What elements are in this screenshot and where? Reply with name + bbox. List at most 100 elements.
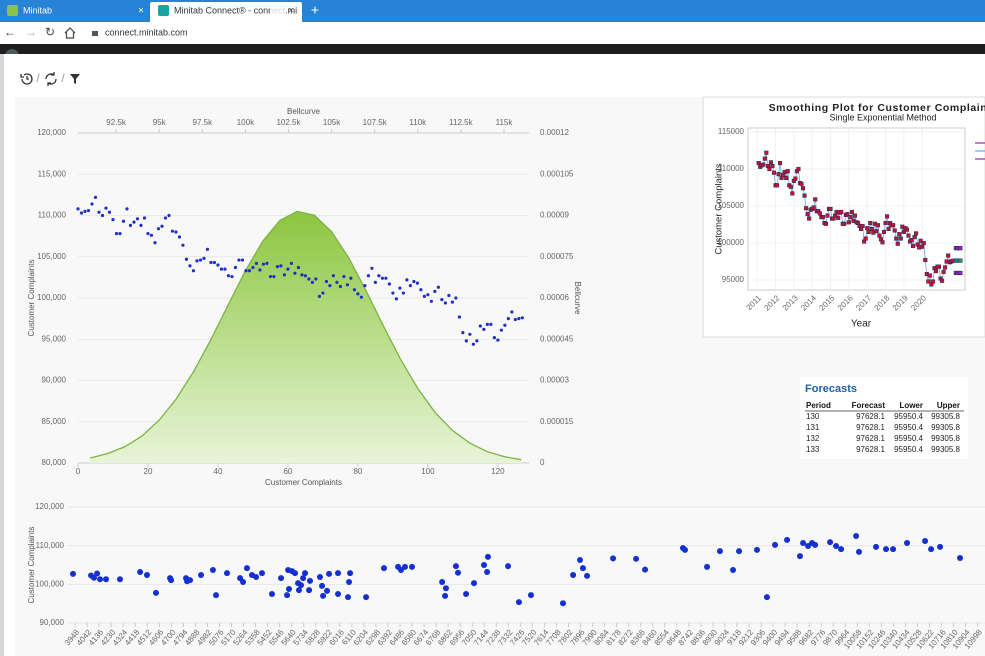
point <box>405 278 409 282</box>
new-tab[interactable]: + <box>311 2 319 18</box>
point <box>499 328 503 332</box>
point <box>335 591 342 597</box>
point <box>135 217 140 221</box>
point <box>237 258 241 262</box>
point <box>914 231 919 236</box>
point <box>342 274 346 279</box>
point <box>489 322 493 326</box>
point <box>517 317 521 321</box>
point <box>163 216 168 220</box>
chart-subtitle: Single Exponential Method <box>829 112 936 122</box>
tab-icon <box>158 5 169 16</box>
point <box>146 232 150 236</box>
point <box>883 546 890 553</box>
point <box>314 277 318 281</box>
point <box>243 565 250 572</box>
table-cell: 95950.4 <box>894 434 923 443</box>
point <box>771 170 777 175</box>
point <box>478 324 482 328</box>
point <box>682 546 689 553</box>
lock-icon <box>92 31 98 36</box>
y2-tick-label: 0.000045 <box>540 334 574 343</box>
point <box>447 293 451 298</box>
point <box>845 212 850 217</box>
point <box>836 215 841 220</box>
point <box>149 233 154 237</box>
point <box>897 232 902 237</box>
x-tick-label: 80 <box>353 467 362 476</box>
point <box>377 274 381 278</box>
history-icon[interactable] <box>20 73 33 85</box>
tab-title[interactable]: Minitab Connect® - connect.mi <box>174 5 297 15</box>
x-tick-label: 100 <box>421 467 435 476</box>
point <box>128 223 133 227</box>
refresh-icon[interactable] <box>45 72 57 86</box>
reload-button[interactable]: ↻ <box>45 25 55 39</box>
table-cell: 99305.8 <box>931 412 960 421</box>
point <box>349 276 353 280</box>
url[interactable]: connect.minitab.com <box>105 27 188 37</box>
point <box>633 555 640 562</box>
point <box>90 202 94 206</box>
forward-button[interactable]: → <box>25 25 37 39</box>
point <box>419 288 423 292</box>
point <box>886 226 891 231</box>
top-tick-label: 97.5k <box>193 118 214 127</box>
point <box>320 592 327 599</box>
home-button[interactable] <box>64 27 76 39</box>
point <box>790 191 795 196</box>
point <box>408 284 412 288</box>
point <box>272 274 276 279</box>
point <box>429 299 433 303</box>
point <box>895 241 900 246</box>
back-button[interactable]: ← <box>4 25 16 39</box>
tab-close[interactable]: × <box>288 6 294 17</box>
point <box>93 195 98 199</box>
point <box>918 238 923 243</box>
tab-title[interactable]: Minitab <box>23 5 52 15</box>
y2-tick-label: 0.00006 <box>540 293 569 302</box>
point <box>958 246 963 251</box>
point <box>827 539 834 546</box>
point <box>811 205 816 210</box>
forecast-panel <box>800 377 968 459</box>
point <box>800 539 807 546</box>
point <box>303 274 308 278</box>
point <box>116 576 123 583</box>
point <box>346 579 353 586</box>
point <box>142 216 147 220</box>
point <box>874 229 879 234</box>
table-cell: 95950.4 <box>894 423 923 432</box>
point <box>114 232 119 236</box>
point <box>863 236 868 241</box>
point <box>785 169 790 174</box>
chart-title: Smoothing Plot for Customer Complaint <box>769 102 985 114</box>
point <box>174 230 178 234</box>
y2-tick-label: 0.000075 <box>540 252 574 261</box>
point <box>373 280 378 284</box>
area-fill <box>90 211 522 463</box>
point <box>118 232 122 236</box>
filter-icon[interactable] <box>70 74 80 84</box>
x-tick-label: 40 <box>214 467 223 476</box>
point <box>716 548 723 555</box>
point <box>289 261 294 265</box>
active-tab[interactable] <box>150 2 302 22</box>
tab-close[interactable]: × <box>138 6 144 17</box>
area-line <box>90 210 522 461</box>
top-tick-label: 115k <box>496 118 514 127</box>
point <box>219 267 224 271</box>
point <box>443 301 447 305</box>
table-cell: 97628.1 <box>856 423 885 432</box>
plot-frame <box>747 127 966 291</box>
table-cell: 130 <box>806 412 820 421</box>
point <box>265 261 269 265</box>
x-axis-title: Year <box>851 319 872 330</box>
point <box>380 565 387 572</box>
point <box>958 270 963 276</box>
point <box>76 207 80 211</box>
point <box>761 162 766 167</box>
point <box>778 161 783 166</box>
y-tick-label: 110,000 <box>38 211 67 220</box>
point <box>910 243 916 249</box>
